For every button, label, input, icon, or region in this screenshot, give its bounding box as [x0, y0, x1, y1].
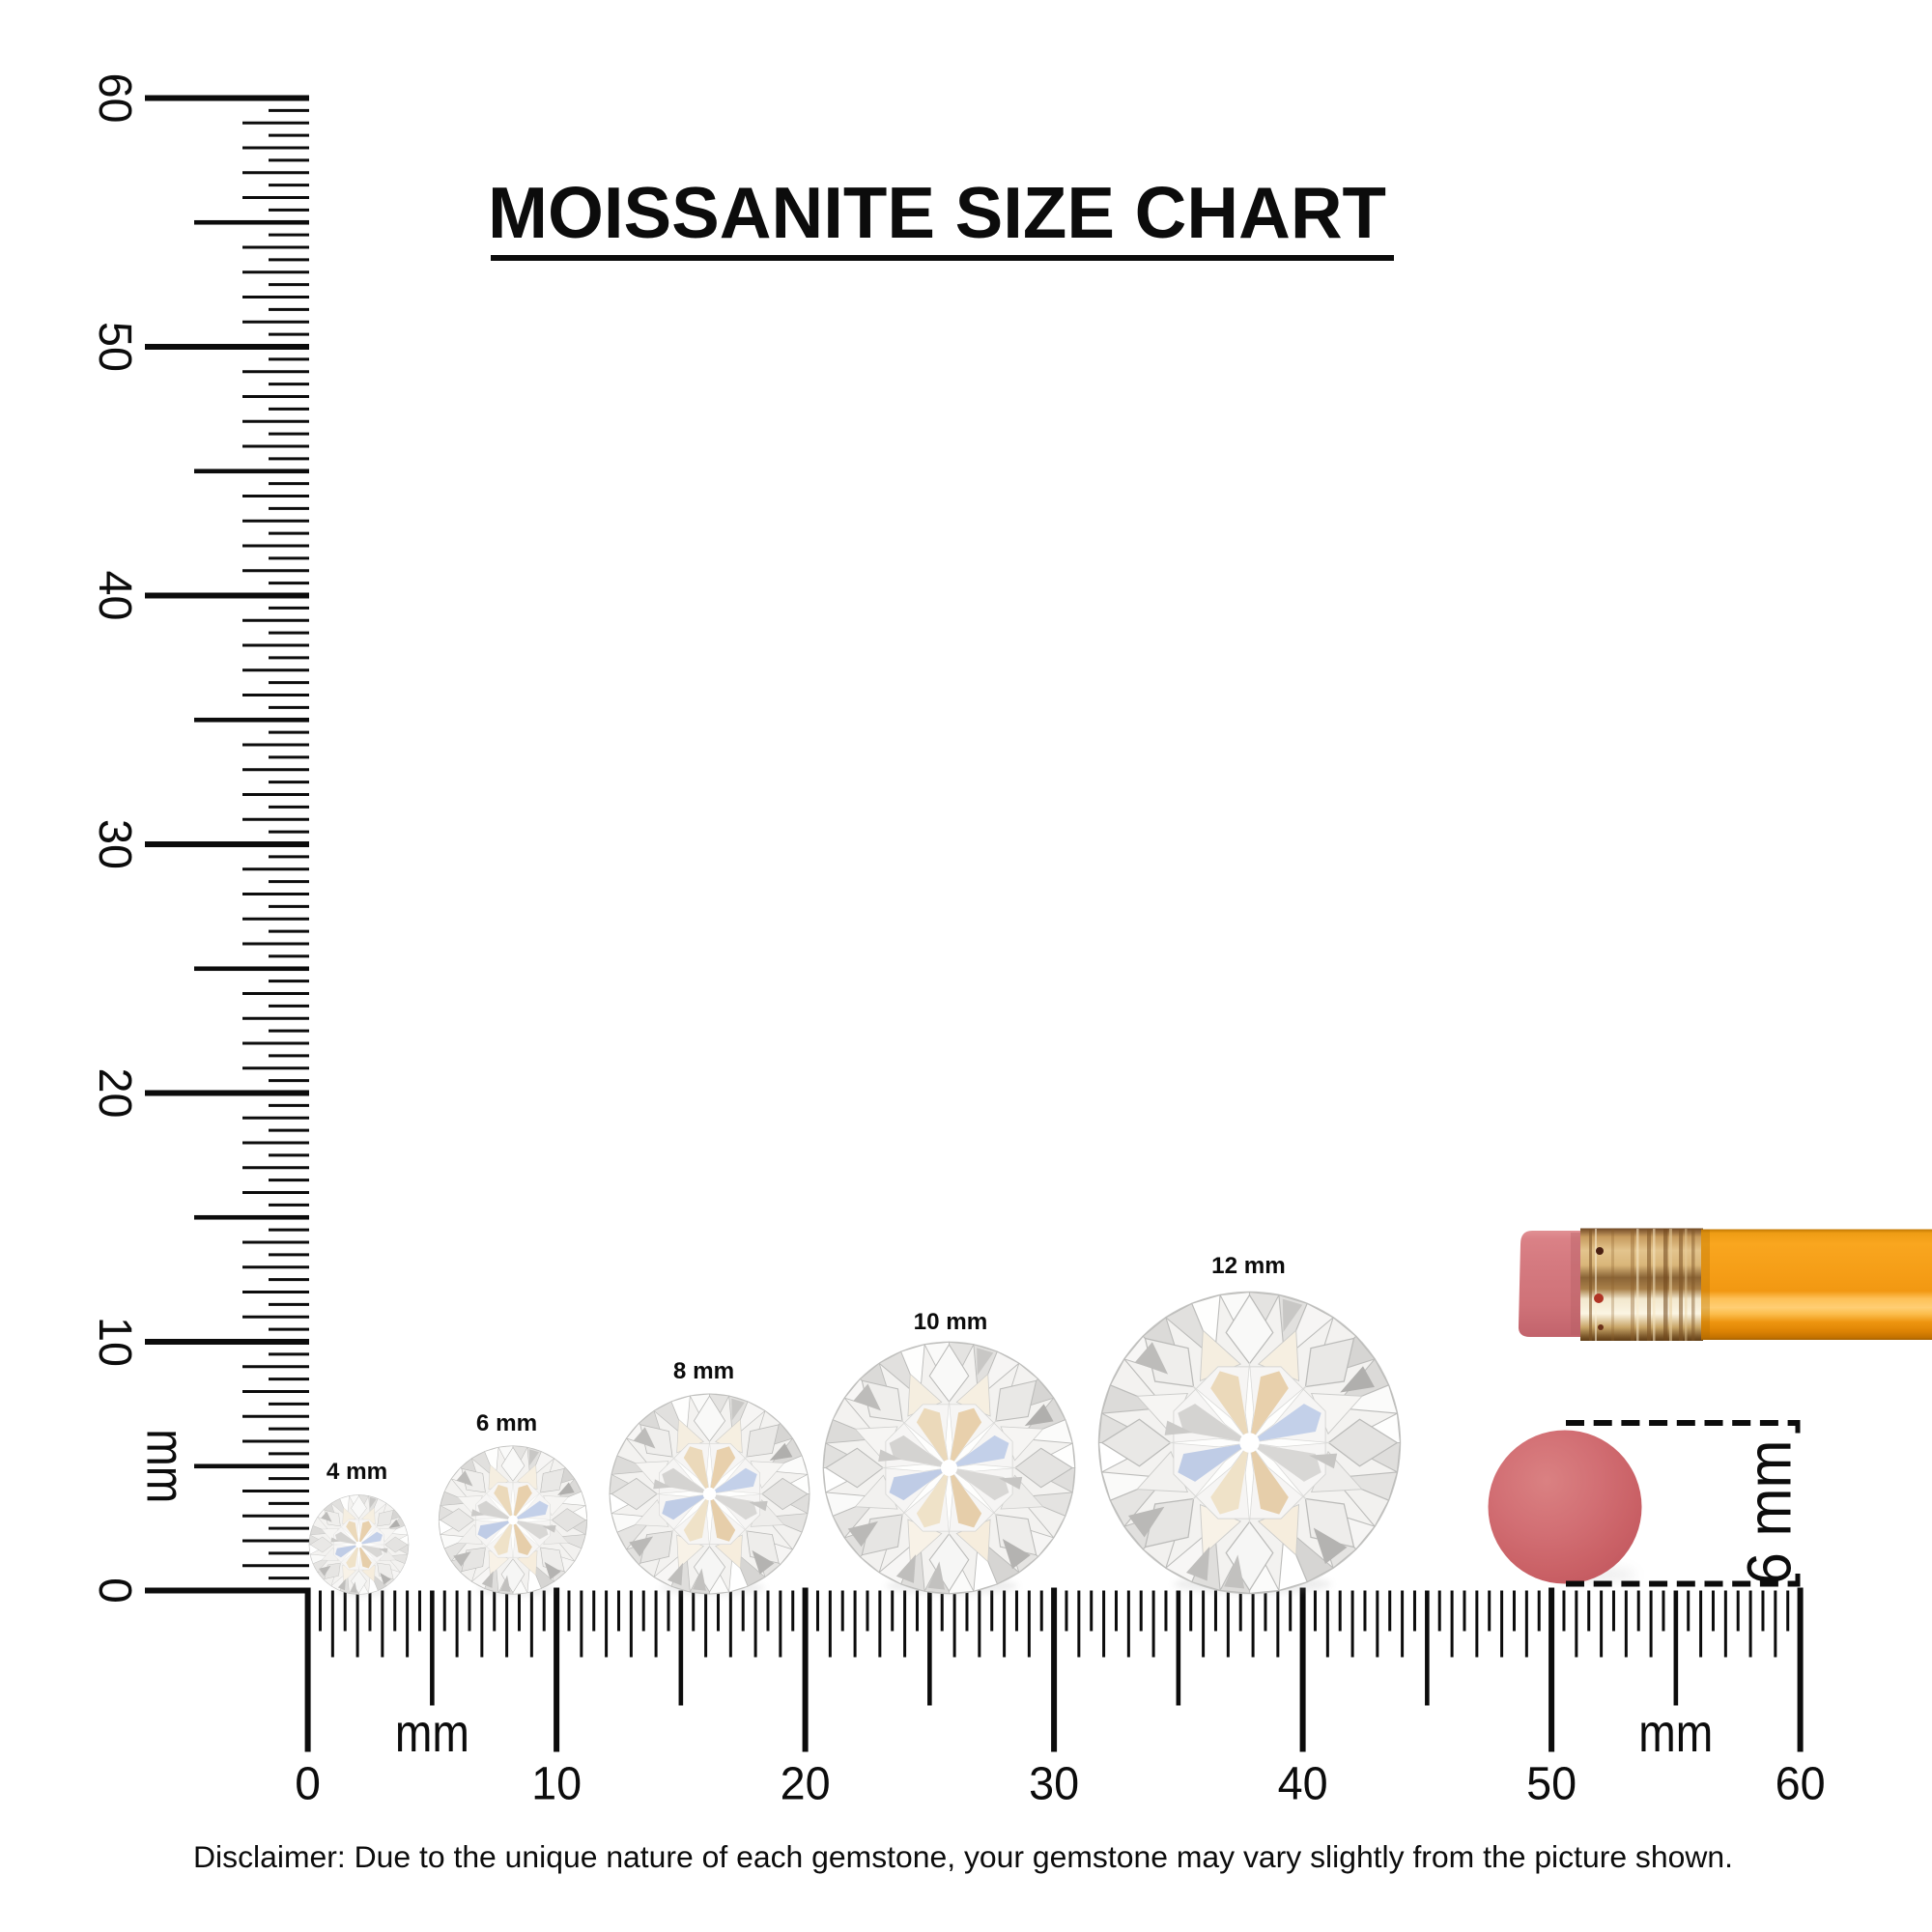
svg-text:20: 20: [89, 1068, 140, 1119]
svg-text:mm: mm: [395, 1702, 469, 1763]
svg-text:10 mm: 10 mm: [914, 1309, 988, 1335]
svg-text:30: 30: [1029, 1759, 1079, 1810]
svg-text:40: 40: [89, 571, 140, 621]
svg-text:6 mm: 6 mm: [1735, 1440, 1804, 1585]
svg-text:60: 60: [1776, 1759, 1826, 1810]
svg-text:50: 50: [89, 322, 140, 372]
svg-text:8 mm: 8 mm: [673, 1358, 734, 1384]
svg-text:60: 60: [89, 73, 140, 124]
svg-text:MOISSANITE SIZE CHART: MOISSANITE SIZE CHART: [488, 172, 1386, 253]
svg-text:50: 50: [1526, 1759, 1577, 1810]
svg-text:4 mm: 4 mm: [327, 1459, 387, 1485]
svg-text:mm: mm: [1638, 1702, 1713, 1763]
svg-text:mm: mm: [135, 1429, 196, 1503]
svg-text:40: 40: [1278, 1759, 1328, 1810]
svg-text:10: 10: [531, 1759, 582, 1810]
svg-text:6 mm: 6 mm: [476, 1410, 537, 1436]
svg-text:0: 0: [89, 1577, 140, 1604]
svg-text:12 mm: 12 mm: [1211, 1253, 1286, 1279]
svg-text:20: 20: [781, 1759, 831, 1810]
svg-text:Disclaimer: Due to the unique: Disclaimer: Due to the unique nature of …: [193, 1839, 1733, 1874]
svg-text:0: 0: [295, 1759, 321, 1810]
svg-text:30: 30: [89, 819, 140, 869]
svg-text:10: 10: [89, 1317, 140, 1367]
